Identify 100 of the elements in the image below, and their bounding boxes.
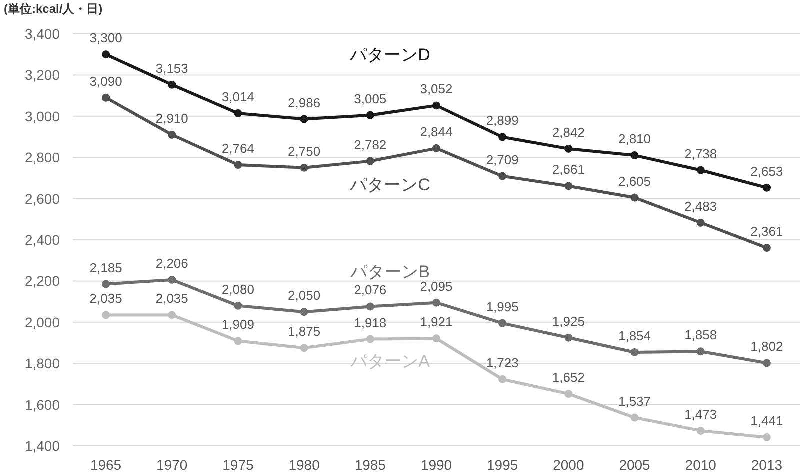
data-label: 1,858: [684, 328, 718, 343]
point: [498, 172, 507, 180]
point: [630, 414, 639, 422]
data-label: 3,090: [90, 74, 122, 89]
data-label: 3,014: [222, 90, 254, 105]
point: [366, 302, 374, 311]
point: [498, 375, 507, 384]
point: [564, 182, 573, 190]
data-label: 3,300: [90, 30, 122, 46]
data-label: 1,918: [354, 315, 387, 330]
point: [630, 152, 639, 160]
point: [102, 280, 110, 288]
data-label: 2,080: [222, 282, 254, 297]
point: [234, 337, 242, 346]
point: [696, 218, 705, 227]
y-tick-label: 3,000: [24, 108, 60, 124]
data-label: 2,661: [552, 162, 585, 178]
y-tick-label: 2,600: [24, 190, 60, 207]
text: パターンD: [349, 45, 430, 64]
y-tick-label: 2,800: [24, 150, 60, 166]
point: [498, 133, 507, 142]
point: [168, 276, 176, 284]
data-label: 2,035: [90, 291, 122, 306]
data-label: 1,921: [420, 314, 453, 330]
point: [696, 166, 705, 174]
point: [366, 335, 374, 344]
data-label: 2,605: [618, 174, 652, 189]
data-label: 3,005: [354, 91, 387, 106]
point: [102, 50, 110, 59]
point: [234, 302, 242, 310]
y-tick-label: 2,200: [24, 273, 60, 290]
point: [168, 311, 176, 320]
point: [366, 157, 374, 166]
point: [432, 144, 440, 153]
point: [300, 308, 308, 316]
data-label: 1,537: [618, 394, 652, 409]
point: [696, 348, 705, 356]
point: [168, 80, 176, 89]
data-label: 2,844: [420, 124, 453, 140]
data-label: 2,750: [288, 144, 321, 159]
point: [564, 390, 573, 398]
data-label: 2,738: [684, 146, 718, 162]
point: [300, 164, 308, 172]
point: [762, 434, 771, 442]
data-label: 1,652: [552, 370, 585, 386]
data-label: 2,361: [750, 224, 784, 240]
data-label: 1,909: [222, 317, 254, 332]
chart-title: (単位:kcal/人・日): [4, 2, 103, 16]
point: [762, 244, 771, 252]
x-tick-label: 1990: [420, 457, 452, 473]
point: [564, 334, 573, 342]
point: [564, 144, 573, 153]
x-tick-label: 1985: [354, 457, 386, 473]
point: [630, 348, 639, 356]
data-label: 2,035: [156, 291, 188, 306]
x-tick-label: 2000: [553, 457, 584, 473]
data-label: 2,206: [156, 256, 188, 271]
point: [300, 344, 308, 352]
data-label: 3,052: [420, 82, 453, 97]
data-label: 2,910: [156, 110, 188, 126]
data-label: 2,810: [618, 132, 652, 147]
y-tick-label: 2,000: [24, 314, 60, 330]
x-tick-label: 2010: [685, 457, 717, 473]
point: [432, 298, 440, 307]
point: [762, 359, 771, 368]
data-label: 2,709: [486, 152, 519, 168]
x-tick-label: 1975: [222, 457, 254, 473]
x-tick-label: 1995: [487, 457, 518, 473]
y-tick-label: 1,800: [24, 356, 60, 372]
point: [498, 319, 507, 328]
series-label: パターンA: [350, 352, 431, 372]
point: [300, 115, 308, 124]
data-label: 1,854: [618, 328, 652, 344]
data-label: 2,483: [684, 198, 718, 214]
data-label: 2,764: [222, 141, 254, 156]
data-label: 2,986: [288, 95, 321, 110]
point: [102, 311, 110, 320]
point: [432, 102, 440, 110]
data-label: 1,441: [750, 414, 784, 429]
data-label: 2,842: [552, 124, 585, 140]
data-label: 2,899: [486, 113, 519, 128]
y-tick-label: 1,400: [24, 438, 60, 454]
y-tick-label: 3,200: [24, 67, 60, 84]
x-tick-label: 2005: [619, 457, 651, 473]
x-tick-label: 1965: [90, 457, 122, 473]
point: [234, 161, 242, 170]
y-tick-label: 1,600: [24, 396, 60, 413]
x-tick-label: 2013: [751, 457, 783, 473]
point: [696, 426, 705, 435]
data-label: 1,723: [486, 355, 519, 370]
data-label: 1,802: [750, 339, 784, 354]
data-label: 2,050: [288, 288, 321, 304]
y-tick-label: 2,400: [24, 232, 60, 248]
data-label: 1,473: [684, 406, 718, 422]
data-label: 2,782: [354, 137, 387, 152]
data-label: 3,153: [156, 60, 188, 76]
data-label: 2,076: [354, 282, 387, 298]
point: [102, 94, 110, 102]
y-tick-label: 3,400: [24, 26, 60, 42]
data-label: 1,925: [552, 314, 585, 329]
